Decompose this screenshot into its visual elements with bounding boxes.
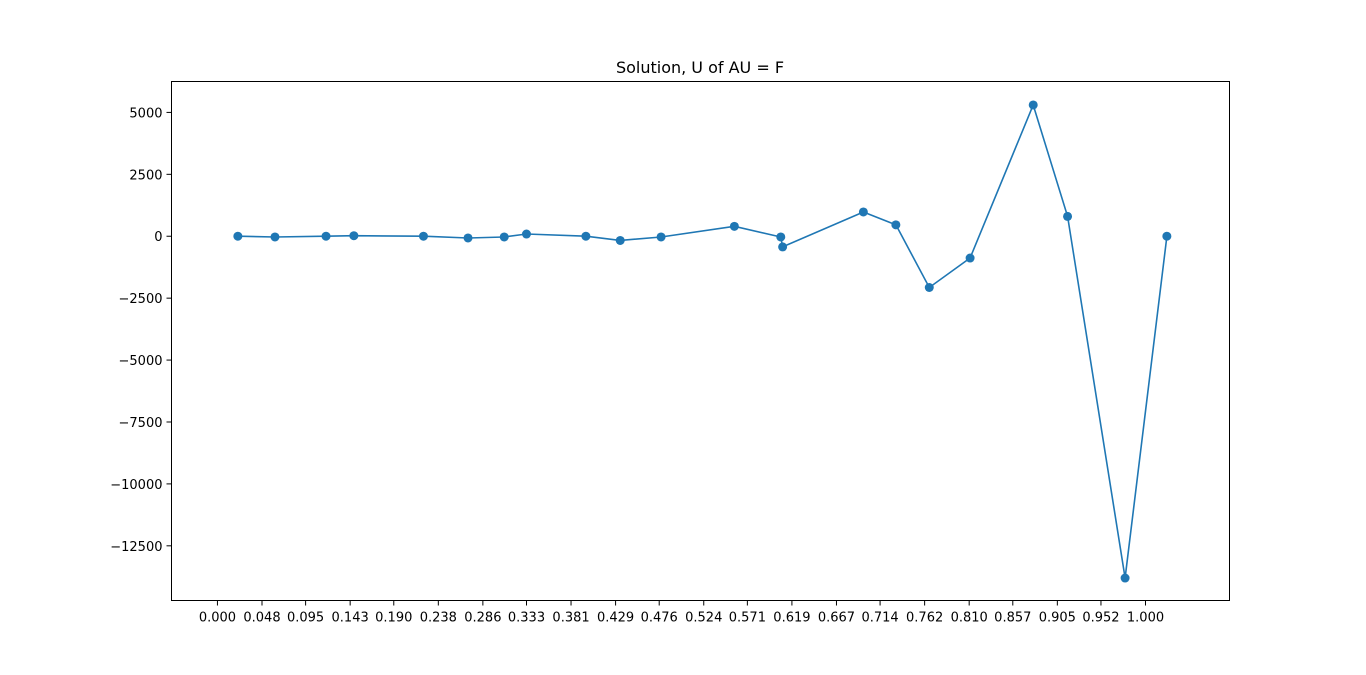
x-tick-label: 0.429: [597, 611, 634, 626]
data-point: [778, 242, 788, 252]
x-tick-label: 0.619: [773, 611, 810, 626]
data-point: [521, 229, 531, 239]
x-tick-label: 0.810: [951, 611, 988, 626]
y-tick-label: 5000: [129, 106, 162, 121]
data-point: [1162, 231, 1172, 241]
x-tick-label: 0.857: [994, 611, 1031, 626]
x-tick-label: 0.190: [375, 611, 412, 626]
x-tick-label: 0.143: [332, 611, 369, 626]
data-point: [233, 231, 243, 241]
data-point: [965, 253, 975, 263]
plot-area-frame: [171, 81, 1230, 601]
data-point: [924, 283, 934, 293]
x-tick-label: 0.048: [243, 611, 280, 626]
data-point: [581, 231, 591, 241]
x-tick-label: 1.000: [1127, 611, 1164, 626]
data-point: [499, 232, 509, 242]
data-point: [463, 233, 473, 243]
series: [233, 100, 1172, 583]
x-tick-label: 0.095: [287, 611, 324, 626]
x-tick-label: 0.905: [1039, 611, 1076, 626]
y-tick-label: −12500: [110, 540, 162, 555]
x-tick-label: 0.714: [861, 611, 898, 626]
data-point: [656, 232, 666, 242]
chart-title: Solution, U of AU = F: [616, 58, 784, 77]
x-axis: 0.000 0.048 0.095 0.143 0.190 0.238 0.286 0.333…: [199, 600, 1164, 626]
data-point: [1028, 100, 1038, 110]
data-point: [776, 232, 786, 242]
data-point: [858, 207, 868, 217]
x-tick-label: 0.952: [1082, 611, 1119, 626]
data-point: [891, 220, 901, 230]
data-point: [321, 231, 331, 241]
y-tick-label: −10000: [110, 478, 162, 493]
x-tick-label: 0.286: [464, 611, 501, 626]
data-point: [615, 235, 625, 245]
x-tick-label: 0.524: [685, 611, 722, 626]
data-point: [418, 231, 428, 241]
y-tick-label: −5000: [119, 354, 163, 369]
y-axis: 5000 2500 0 −2500 −5000 −7500 −10000 −12500: [110, 106, 172, 555]
data-point: [349, 231, 359, 241]
x-tick-label: 0.571: [729, 611, 766, 626]
data-point: [729, 221, 739, 231]
x-tick-label: 0.000: [199, 611, 236, 626]
x-tick-label: 0.762: [906, 611, 943, 626]
data-point: [1063, 211, 1073, 221]
series-line: [237, 102, 1168, 579]
y-tick-label: −2500: [119, 292, 163, 307]
data-point: [270, 232, 280, 242]
x-tick-label: 0.333: [508, 611, 545, 626]
x-tick-label: 0.238: [420, 611, 457, 626]
x-tick-label: 0.381: [552, 611, 589, 626]
y-tick-label: 0: [154, 230, 162, 245]
data-point: [1120, 573, 1130, 583]
y-tick-label: 2500: [129, 168, 162, 183]
x-tick-label: 0.667: [818, 611, 855, 626]
x-tick-label: 0.476: [641, 611, 678, 626]
y-tick-label: −7500: [119, 416, 163, 431]
